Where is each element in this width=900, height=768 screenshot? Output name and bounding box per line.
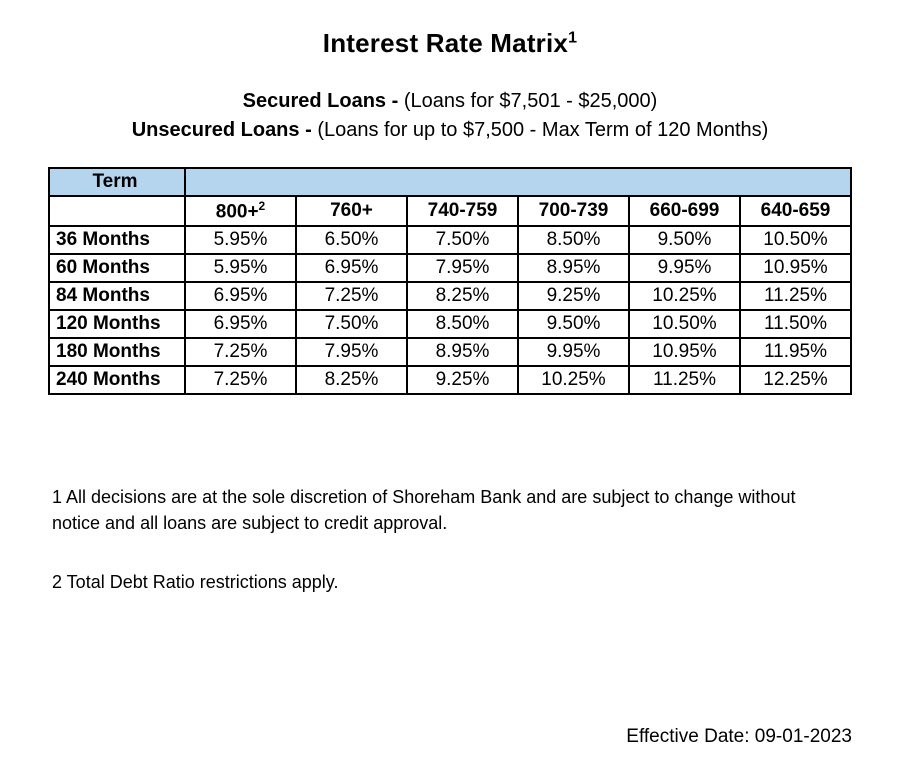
rate-cell: 9.95% — [518, 338, 629, 366]
rate-cell: 9.50% — [629, 226, 740, 254]
footnote-1: 1 All decisions are at the sole discreti… — [52, 485, 812, 535]
term-cell: 180 Months — [49, 338, 185, 366]
score-header: 800+2 — [185, 196, 296, 226]
score-header: 740-759 — [407, 196, 518, 226]
rate-cell: 7.50% — [407, 226, 518, 254]
effective-date: Effective Date: 09-01-2023 — [626, 726, 852, 748]
score-header-label: 700-739 — [539, 200, 609, 221]
term-cell: 120 Months — [49, 310, 185, 338]
table-row: 120 Months6.95%7.50%8.50%9.50%10.50%11.5… — [49, 310, 851, 338]
score-header: 640-659 — [740, 196, 851, 226]
header-blank-cell — [49, 196, 185, 226]
subtitle-block: Secured Loans - (Loans for $7,501 - $25,… — [48, 87, 852, 145]
rate-cell: 7.25% — [185, 366, 296, 394]
rate-cell: 10.25% — [629, 282, 740, 310]
header-row-top: Term — [49, 168, 851, 196]
score-header: 700-739 — [518, 196, 629, 226]
score-header-label: 740-759 — [428, 200, 498, 221]
footnotes: 1 All decisions are at the sole discreti… — [48, 485, 812, 595]
term-cell: 60 Months — [49, 254, 185, 282]
score-header: 660-699 — [629, 196, 740, 226]
rate-cell: 8.25% — [407, 282, 518, 310]
rate-cell: 7.50% — [296, 310, 407, 338]
table-row: 84 Months6.95%7.25%8.25%9.25%10.25%11.25… — [49, 282, 851, 310]
table-row: 180 Months7.25%7.95%8.95%9.95%10.95%11.9… — [49, 338, 851, 366]
rate-cell: 9.95% — [629, 254, 740, 282]
term-header: Term — [49, 168, 185, 196]
rate-table: Term 800+2 760+ 740-759 700-739 660-699 640-6… — [48, 167, 852, 395]
rate-cell: 12.25% — [740, 366, 851, 394]
table-row: 36 Months5.95%6.50%7.50%8.50%9.50%10.50% — [49, 226, 851, 254]
rate-cell: 10.25% — [518, 366, 629, 394]
table-row: 240 Months7.25%8.25%9.25%10.25%11.25%12.… — [49, 366, 851, 394]
rate-cell: 11.25% — [740, 282, 851, 310]
rate-cell: 7.95% — [296, 338, 407, 366]
rate-cell: 6.95% — [185, 310, 296, 338]
rate-cell: 10.50% — [629, 310, 740, 338]
score-header-sup: 2 — [259, 199, 266, 213]
rate-cell: 6.95% — [296, 254, 407, 282]
rate-cell: 11.25% — [629, 366, 740, 394]
term-cell: 84 Months — [49, 282, 185, 310]
rate-table-body: 36 Months5.95%6.50%7.50%8.50%9.50%10.50%… — [49, 226, 851, 394]
unsecured-label: Unsecured Loans - — [132, 119, 318, 141]
rate-cell: 11.50% — [740, 310, 851, 338]
rate-cell: 5.95% — [185, 226, 296, 254]
rate-cell: 7.25% — [296, 282, 407, 310]
rate-cell: 7.25% — [185, 338, 296, 366]
title-sup: 1 — [568, 29, 577, 46]
rate-cell: 10.95% — [629, 338, 740, 366]
rate-cell: 8.50% — [407, 310, 518, 338]
rate-cell: 11.95% — [740, 338, 851, 366]
secured-label: Secured Loans - — [243, 90, 404, 112]
header-empty-span — [185, 168, 851, 196]
effective-date-value: 09-01-2023 — [755, 726, 852, 747]
rate-cell: 6.95% — [185, 282, 296, 310]
term-cell: 36 Months — [49, 226, 185, 254]
score-header-label: 660-699 — [650, 200, 720, 221]
title-text: Interest Rate Matrix — [323, 28, 568, 58]
score-header-label: 760+ — [330, 200, 373, 221]
rate-cell: 9.25% — [407, 366, 518, 394]
rate-cell: 9.50% — [518, 310, 629, 338]
rate-cell: 10.95% — [740, 254, 851, 282]
footnote-2: 2 Total Debt Ratio restrictions apply. — [52, 570, 812, 595]
rate-cell: 8.50% — [518, 226, 629, 254]
rate-cell: 8.95% — [518, 254, 629, 282]
table-row: 60 Months5.95%6.95%7.95%8.95%9.95%10.95% — [49, 254, 851, 282]
effective-date-label: Effective Date: — [626, 726, 755, 747]
rate-cell: 7.95% — [407, 254, 518, 282]
rate-cell: 8.25% — [296, 366, 407, 394]
rate-cell: 10.50% — [740, 226, 851, 254]
subtitle-secured: Secured Loans - (Loans for $7,501 - $25,… — [48, 87, 852, 116]
rate-cell: 8.95% — [407, 338, 518, 366]
subtitle-unsecured: Unsecured Loans - (Loans for up to $7,50… — [48, 116, 852, 145]
term-cell: 240 Months — [49, 366, 185, 394]
score-header-label: 640-659 — [761, 200, 831, 221]
header-row-scores: 800+2 760+ 740-759 700-739 660-699 640-659 — [49, 196, 851, 226]
secured-desc: (Loans for $7,501 - $25,000) — [404, 90, 658, 112]
rate-cell: 6.50% — [296, 226, 407, 254]
unsecured-desc: (Loans for up to $7,500 - Max Term of 12… — [317, 119, 768, 141]
score-header: 760+ — [296, 196, 407, 226]
page-title: Interest Rate Matrix1 — [48, 28, 852, 59]
rate-cell: 9.25% — [518, 282, 629, 310]
rate-cell: 5.95% — [185, 254, 296, 282]
score-header-label: 800+ — [216, 201, 259, 222]
